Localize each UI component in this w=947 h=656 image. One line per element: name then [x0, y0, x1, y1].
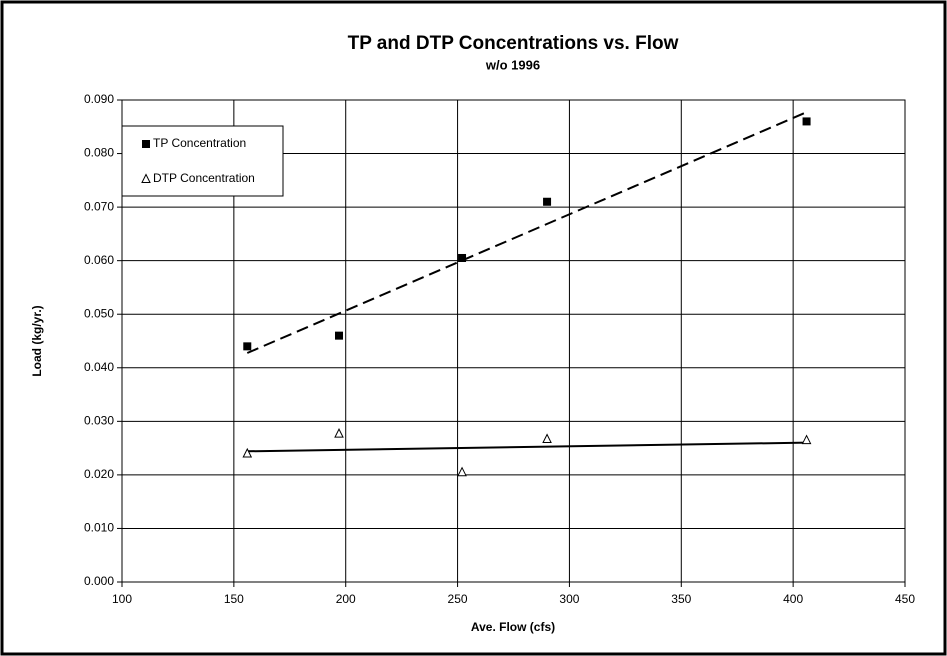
point [542, 433, 552, 444]
point [458, 253, 467, 262]
y-tick-label: 0.050 [84, 306, 114, 320]
x-tick-label: 300 [559, 592, 579, 606]
x-tick-label: 400 [783, 592, 803, 606]
y-tick-label: 0.030 [84, 414, 114, 428]
point [801, 434, 812, 445]
y-tick-label: 0.040 [84, 360, 114, 374]
x-tick-label: 150 [224, 592, 244, 606]
x-tick-label: 250 [448, 592, 468, 606]
point [802, 117, 811, 126]
trendline [247, 441, 807, 453]
y-tick-label: 0.090 [84, 92, 114, 106]
point [457, 466, 467, 477]
x-axis-label: Ave. Flow (cfs) [471, 620, 555, 634]
point [335, 331, 344, 340]
x-tick-label: 200 [336, 592, 356, 606]
point [242, 447, 253, 458]
legend-marker [141, 173, 151, 183]
trendline [246, 111, 807, 354]
legend [121, 125, 284, 197]
y-tick-label: 0.020 [84, 467, 114, 481]
y-tick-label: 0.060 [84, 253, 114, 267]
y-axis-label: Load (kg/yr.) [30, 305, 44, 376]
legend-label: TP Concentration [153, 136, 246, 150]
y-tick-label: 0.010 [84, 521, 114, 535]
x-tick-label: 450 [895, 592, 915, 606]
x-tick-label: 350 [671, 592, 691, 606]
point [543, 197, 552, 206]
legend-marker [142, 140, 150, 148]
x-tick-label: 100 [112, 592, 132, 606]
y-tick-label: 0.000 [84, 574, 114, 588]
point [334, 428, 344, 438]
chart-title: TP and DTP Concentrations vs. Flow [348, 33, 679, 54]
y-tick-label: 0.070 [84, 199, 114, 213]
legend-label: DTP Concentration [153, 171, 255, 185]
point [243, 342, 252, 351]
y-tick-label: 0.080 [84, 146, 114, 160]
chart-subtitle: w/o 1996 [485, 57, 540, 72]
